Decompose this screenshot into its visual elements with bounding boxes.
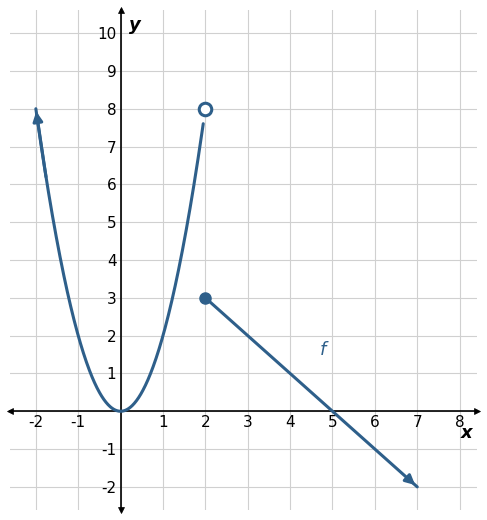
Text: f: f — [320, 341, 326, 358]
Text: x: x — [461, 424, 472, 443]
Text: y: y — [129, 16, 141, 34]
